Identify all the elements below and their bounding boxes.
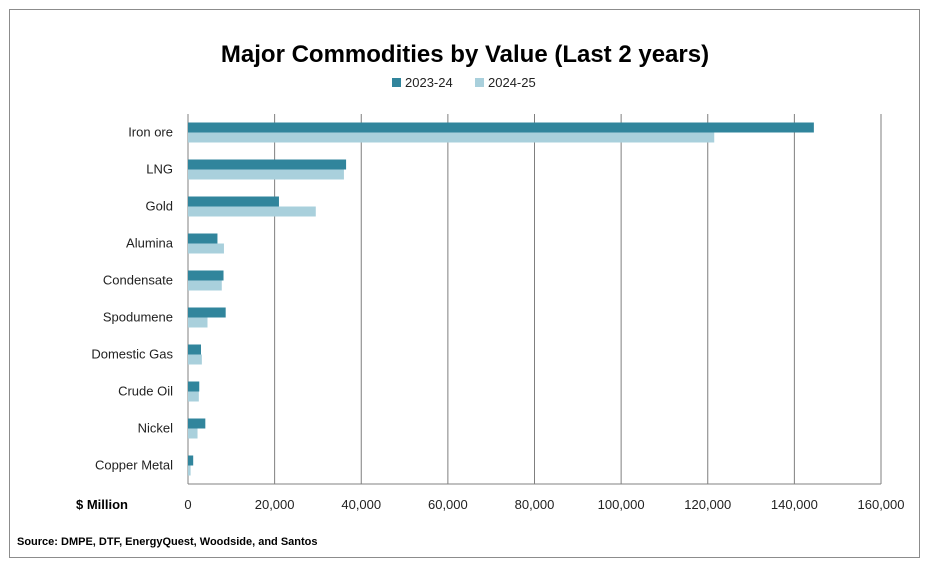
bar-2023-24-domestic-gas	[188, 344, 201, 355]
bar-2024-25-alumina	[188, 243, 224, 254]
category-label: Copper Metal	[95, 458, 173, 473]
legend-label-2024-25: 2024-25	[488, 75, 536, 90]
bar-2023-24-lng	[188, 159, 347, 170]
chart-title: Major Commodities by Value (Last 2 years…	[221, 41, 709, 68]
x-tick-label: 80,000	[515, 497, 555, 512]
x-tick-label: 20,000	[255, 497, 295, 512]
bar-2023-24-crude-oil	[188, 381, 200, 392]
category-label: Crude Oil	[118, 384, 173, 399]
x-axis-unit-label: $ Million	[76, 497, 128, 512]
x-tick-label: 100,000	[598, 497, 645, 512]
bars	[188, 122, 814, 476]
legend-swatch-2024-25	[475, 78, 484, 87]
legend-swatch-2023-24	[392, 78, 401, 87]
bar-2024-25-spodumene	[188, 317, 208, 328]
x-tick-label: 120,000	[684, 497, 731, 512]
source-note: Source: DMPE, DTF, EnergyQuest, Woodside…	[17, 536, 318, 548]
bar-2024-25-copper-metal	[188, 465, 191, 476]
x-tick-label: 160,000	[858, 497, 905, 512]
bar-2024-25-condensate	[188, 280, 222, 291]
x-tick-label: 0	[184, 497, 191, 512]
bar-2023-24-spodumene	[188, 307, 226, 318]
x-tick-label: 140,000	[771, 497, 818, 512]
bar-2023-24-nickel	[188, 418, 206, 429]
category-label: Spodumene	[103, 310, 173, 325]
bar-2024-25-iron-ore	[188, 132, 715, 143]
bar-2023-24-copper-metal	[188, 455, 194, 466]
category-labels: Iron ore LNG Gold Alumina Condensate Spodumen…	[91, 125, 173, 473]
legend: 2023-24 2024-25	[392, 75, 536, 90]
bar-2024-25-crude-oil	[188, 391, 199, 402]
x-tick-labels: 0 20,000 40,000 60,000 80,000 100,000 120,000 1…	[184, 497, 904, 512]
bar-2023-24-gold	[188, 196, 279, 207]
bar-2024-25-gold	[188, 206, 316, 217]
category-label: Iron ore	[128, 125, 173, 140]
x-tick-label: 40,000	[341, 497, 381, 512]
chart-frame	[9, 9, 920, 558]
category-label: LNG	[146, 162, 173, 177]
bar-2023-24-condensate	[188, 270, 224, 281]
category-label: Gold	[146, 199, 173, 214]
category-label: Nickel	[138, 421, 174, 436]
bar-2024-25-nickel	[188, 428, 198, 439]
bar-2024-25-lng	[188, 169, 344, 180]
legend-label-2023-24: 2023-24	[405, 75, 453, 90]
category-label: Domestic Gas	[91, 347, 173, 362]
bar-2024-25-domestic-gas	[188, 354, 202, 365]
x-tick-label: 60,000	[428, 497, 468, 512]
bar-2023-24-iron-ore	[188, 122, 814, 133]
bar-2023-24-alumina	[188, 233, 218, 244]
category-label: Condensate	[103, 273, 173, 288]
category-label: Alumina	[126, 236, 174, 251]
